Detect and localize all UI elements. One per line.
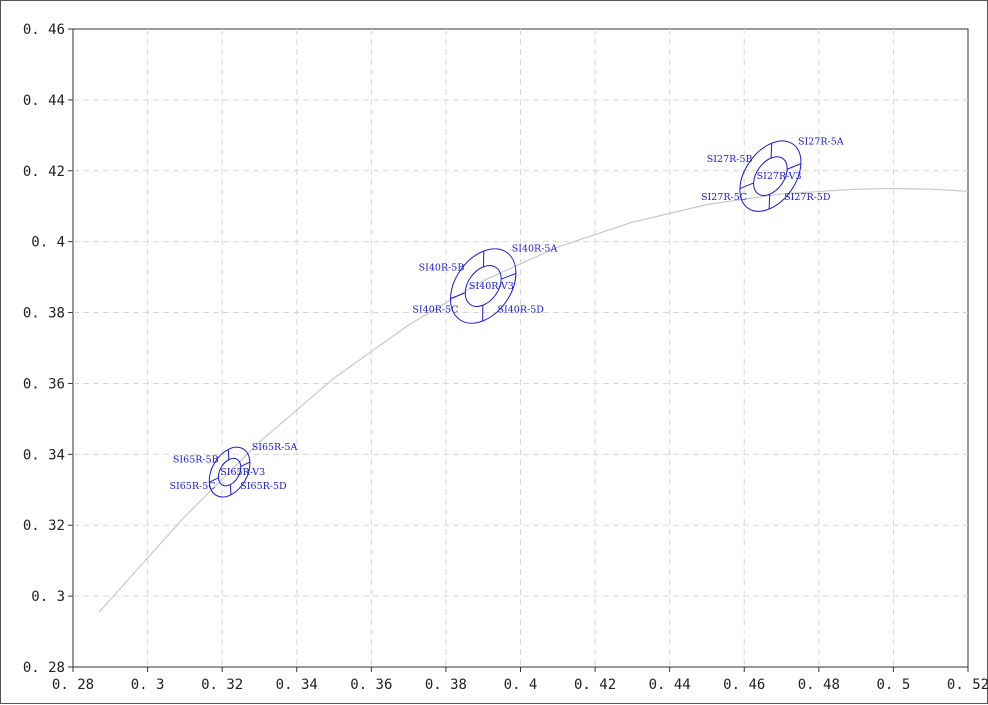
x-tick-label: 0. 3 [131, 677, 165, 693]
region-divider [768, 194, 771, 210]
region-group [739, 140, 802, 212]
y-tick-label: 0. 34 [23, 447, 65, 463]
region-label: SI27R-5D [784, 192, 831, 203]
region-divider [450, 292, 466, 299]
region-divider [229, 484, 232, 495]
x-tick-label: 0. 36 [350, 677, 392, 693]
x-tick-label: 0. 44 [649, 677, 691, 693]
region-label: SI27R-5A [798, 137, 844, 148]
region-label: SI27R-V3 [757, 171, 802, 182]
region-label: SI40R-5A [512, 243, 558, 254]
region-group [208, 446, 251, 498]
x-tick-label: 0. 52 [947, 677, 988, 693]
x-tick-label: 0. 48 [798, 677, 840, 693]
region-inner-ellipse [753, 156, 788, 196]
region-label: SI65R-V3 [220, 467, 265, 478]
region-label: SI27R-5C [701, 192, 747, 203]
y-tick-label: 0. 4 [31, 235, 65, 251]
region-divider [501, 273, 517, 280]
region-divider [483, 250, 485, 267]
y-tick-label: 0. 32 [23, 518, 65, 534]
x-tick-label: 0. 32 [201, 677, 243, 693]
region-label: SI40R-5D [498, 304, 545, 315]
region-divider [227, 449, 230, 460]
region-divider [739, 182, 754, 190]
x-tick-label: 0. 38 [425, 677, 467, 693]
y-tick-label: 0. 46 [23, 22, 65, 38]
y-tick-label: 0. 3 [31, 589, 65, 605]
x-tick-label: 0. 28 [52, 677, 94, 693]
x-tick-label: 0. 4 [504, 677, 538, 693]
y-tick-label: 0. 44 [23, 93, 65, 109]
x-tick-label: 0. 5 [877, 677, 911, 693]
x-tick-label: 0. 46 [723, 677, 765, 693]
y-tick-label: 0. 28 [23, 660, 65, 676]
region-outer-ellipse [739, 140, 802, 212]
region-label: SI65R-5C [170, 481, 216, 492]
region-divider [240, 461, 251, 467]
y-tick-label: 0. 36 [23, 376, 65, 392]
locus-curve [98, 187, 969, 613]
y-tick-label: 0. 38 [23, 306, 65, 322]
x-tick-label: 0. 42 [574, 677, 616, 693]
region-label: SI40R-V3 [469, 281, 514, 292]
region-divider [770, 143, 773, 159]
region-inner-ellipse [217, 457, 242, 487]
region-label: SI40R-5B [419, 263, 465, 274]
region-outer-ellipse [450, 248, 517, 324]
region-divider [786, 163, 802, 170]
region-divider [482, 305, 484, 322]
region-divider [209, 477, 219, 483]
region-label: SI65R-5B [173, 454, 219, 465]
region-group [450, 248, 517, 324]
region-label: SI65R-5D [240, 481, 287, 492]
region-outer-ellipse [208, 446, 251, 498]
region-label: SI65R-5A [252, 442, 298, 453]
region-inner-ellipse [464, 265, 502, 307]
x-tick-label: 0. 34 [276, 677, 318, 693]
y-tick-label: 0. 42 [23, 164, 65, 180]
region-label: SI27R-5B [707, 154, 753, 165]
region-label: SI40R-5C [412, 304, 458, 315]
